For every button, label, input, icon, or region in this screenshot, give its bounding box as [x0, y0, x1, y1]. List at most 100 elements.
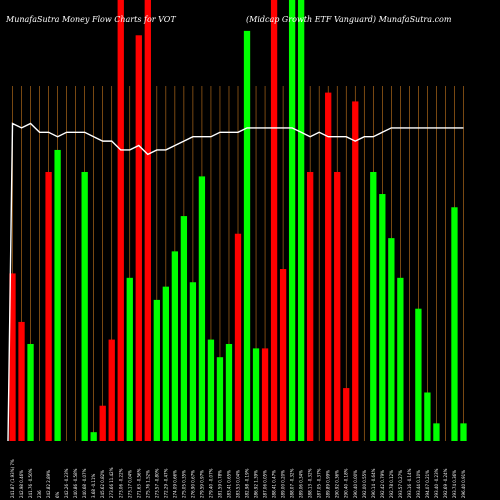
bar-0 [9, 273, 16, 441]
x-tick-label: 283.53 0.04% [236, 470, 241, 498]
bar-21 [198, 176, 206, 441]
bar-41 [379, 194, 386, 441]
x-tick-label: 279.59 0.97% [199, 470, 204, 498]
x-tick-label: 288.07 -0.32% [290, 468, 295, 498]
x-tick-label: 289.00 0.20% [281, 470, 286, 498]
x-tick-label: 279.40 -0.07% [208, 468, 213, 498]
bar-47 [433, 423, 440, 441]
x-tick-label: 292.69 -0.24% [443, 468, 448, 498]
bar-11 [108, 339, 115, 441]
bar-35 [325, 92, 332, 442]
bar-30 [279, 269, 287, 441]
x-tick-label: 293.40 -0.23% [434, 468, 439, 498]
x-tick-label: 275.05 0.35% [181, 470, 186, 498]
x-tick-label: 274.09 0.66% [172, 470, 177, 498]
x-tick-label: 292.78 0.12% [389, 470, 394, 498]
bar-50 [460, 423, 467, 441]
x-tick-label: 241.87 (1.93%) 7% [10, 459, 15, 498]
bar-4 [45, 171, 52, 442]
bar-16 [153, 299, 160, 441]
x-tick-label: 293.74 0.36% [452, 470, 457, 498]
bar-20 [189, 282, 197, 441]
bar-26 [243, 30, 251, 442]
bar-8 [81, 171, 88, 442]
bar-series [9, 0, 467, 442]
bar-10 [99, 405, 106, 441]
bar-36 [334, 171, 341, 442]
x-tick-label: 293.16 -0.14% [407, 468, 412, 498]
bar-24 [225, 343, 233, 441]
bar-14 [135, 35, 142, 441]
bar-1 [18, 321, 25, 441]
bar-9 [90, 432, 97, 441]
bar-17 [162, 286, 169, 441]
x-tick-label: 273.66 11.42% [109, 467, 114, 498]
x-tick-label: 276.90 0.67% [190, 470, 195, 498]
x-tick-label: 281.59 0.78% [217, 470, 222, 498]
x-tick-label: 288.41 0.47% [272, 470, 277, 498]
x-tick-label: 245.62 0.82% [100, 470, 105, 498]
bar-2 [27, 343, 34, 441]
x-tick-labels: 241.87 (1.93%) 7% 242.98 0.46% 241.76 -0.5… [10, 459, 466, 498]
x-tick-label: 6% [55, 491, 60, 498]
bar-27 [252, 348, 260, 441]
x-tick-label: 242.98 0.46% [19, 470, 24, 498]
x-tick-label: 242.82 2.89% [46, 470, 51, 498]
x-tick-label: 290.92 0.36% [335, 470, 340, 498]
x-tick-label: 287.06 0.05% [263, 470, 268, 498]
bar-12 [117, 0, 124, 441]
x-tick-label: 272.29 -0.47% [163, 468, 168, 498]
x-tick-label: 275.76 1.52% [145, 470, 150, 498]
bar-23 [216, 357, 224, 441]
bar-5 [54, 149, 61, 441]
bar-42 [388, 238, 395, 441]
bar-45 [415, 308, 422, 441]
line-series [7, 122, 464, 442]
bar-38 [352, 101, 359, 442]
x-tick-label: 289.06 0.34% [299, 470, 304, 498]
bar-43 [397, 277, 404, 441]
x-tick-label: 271.63 -0.56% [136, 468, 141, 498]
x-tick-label: 242.26 -0.23% [64, 468, 69, 498]
x-tick-label: 292.42 0.79% [380, 470, 385, 498]
x-tick-label: 3.68 -0.11% [91, 473, 96, 498]
bar-28 [261, 348, 269, 441]
bar-33 [307, 171, 314, 442]
bar-49 [451, 207, 458, 441]
chart-title-left: MunafaSutra Money Flow Charts for VOT [5, 15, 176, 24]
bar-25 [234, 233, 242, 441]
bar-19 [180, 216, 188, 441]
bar-40 [370, 171, 377, 442]
bar-29 [270, 0, 278, 441]
bar-18 [171, 251, 179, 441]
x-tick-label: 283.41 0.65% [226, 470, 231, 498]
x-tick-label: 293.44 0.10% [416, 470, 421, 498]
bar-46 [424, 392, 431, 441]
x-tick-label: 292.00 0.55% [362, 470, 367, 498]
x-tick-label: 288.13 -0.32% [308, 468, 313, 498]
x-tick-label: 287.05 -0.37% [317, 468, 322, 498]
x-tick-label: 289.89 0.99% [326, 470, 331, 498]
x-tick-label: 236 [37, 490, 42, 498]
x-tick-label: 290.40 0.00% [353, 470, 358, 498]
x-tick-label: 294.07 0.21% [425, 470, 430, 498]
bar-32 [297, 0, 305, 441]
bar-13 [126, 277, 133, 441]
x-tick-label: 273.17 0.04% [127, 470, 132, 498]
x-tick-label: 241.76 -0.50% [28, 468, 33, 498]
bar-15 [144, 0, 151, 441]
x-tick-label: 290.14 -0.64% [371, 468, 376, 498]
x-tick-label: 290.40 -0.18% [344, 468, 349, 498]
price-line [7, 122, 464, 442]
x-tick-label: 286.92 1.39% [254, 470, 259, 498]
chart-title-right: (Midcap Growth ETF Vanguard) MunafaSutra… [246, 15, 452, 24]
x-tick-label: 240.68 -0.07% [82, 468, 87, 498]
bar-37 [343, 388, 350, 441]
x-tick-label: 273.06 -0.22% [118, 468, 123, 498]
x-tick-label: 240.86 -0.58% [73, 468, 78, 498]
bar-22 [207, 339, 215, 441]
x-tick-label: 296.40 0.91% [461, 470, 466, 498]
bar-31 [288, 0, 296, 441]
x-tick-label: 293.57 0.27% [398, 470, 403, 498]
